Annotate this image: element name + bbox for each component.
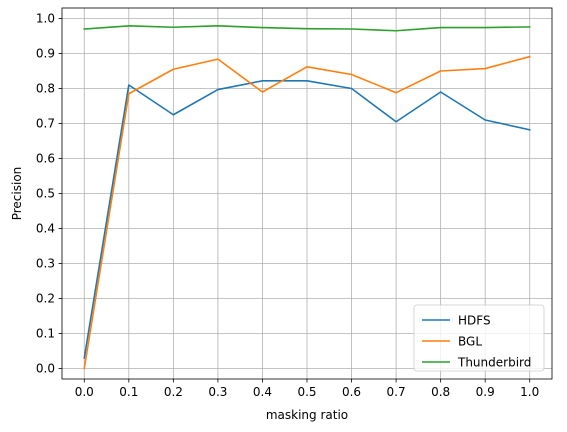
y-tick-label: 0.8 (36, 82, 55, 96)
y-tick-label: 0.3 (36, 257, 55, 271)
series-line-thunderbird (83, 25, 531, 32)
x-tick-label: 0.4 (253, 385, 272, 399)
y-tick-label: 0.5 (36, 187, 55, 201)
y-tick-label: 0.9 (36, 47, 55, 61)
legend-label-thunderbird: Thunderbird (457, 355, 531, 369)
y-tick-label: 0.7 (36, 117, 55, 131)
x-tick-label: 0.6 (342, 385, 361, 399)
y-tick-label: 0.2 (36, 292, 55, 306)
x-axis-ticks: 0.0 0.1 0.2 0.3 0.4 0.5 0.6 0.7 0.8 0.9 1.0 (75, 379, 539, 399)
legend-label-hdfs: HDFS (458, 313, 491, 327)
y-tick-label: 0.6 (36, 152, 55, 166)
legend: HDFS BGL Thunderbird (413, 304, 545, 372)
x-tick-label: 1.0 (520, 385, 539, 399)
y-axis-label: Precision (10, 167, 24, 221)
x-tick-label: 0.3 (208, 385, 227, 399)
x-tick-label: 0.1 (119, 385, 138, 399)
x-tick-label: 0.2 (164, 385, 183, 399)
y-axis-ticks: 0.0 0.1 0.2 0.3 0.4 0.5 0.6 0.7 0.8 0.9 1.0 (36, 12, 62, 376)
y-tick-label: 0.4 (36, 222, 55, 236)
series-line-bgl (83, 55, 531, 370)
series-line-hdfs (83, 80, 531, 359)
x-tick-label: 0.0 (75, 385, 94, 399)
series-lines (83, 25, 531, 370)
legend-label-bgl: BGL (458, 334, 482, 348)
x-tick-label: 0.5 (297, 385, 316, 399)
y-tick-label: 1.0 (36, 12, 55, 26)
x-tick-label: 0.7 (387, 385, 406, 399)
y-tick-label: 0.0 (36, 362, 55, 376)
x-tick-label: 0.9 (476, 385, 495, 399)
y-tick-label: 0.1 (36, 327, 55, 341)
legend-box (413, 304, 545, 372)
x-axis-label: masking ratio (266, 408, 348, 422)
x-tick-label: 0.8 (431, 385, 450, 399)
